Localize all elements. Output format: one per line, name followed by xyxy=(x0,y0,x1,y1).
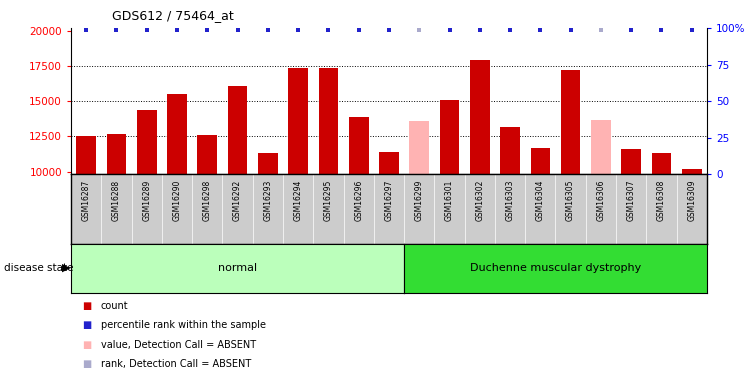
Text: ■: ■ xyxy=(82,340,91,350)
Bar xyxy=(319,68,338,174)
Bar xyxy=(349,117,369,174)
Text: Duchenne muscular dystrophy: Duchenne muscular dystrophy xyxy=(470,263,641,273)
Bar xyxy=(652,153,671,174)
Text: GSM16287: GSM16287 xyxy=(82,180,91,221)
Text: GSM16293: GSM16293 xyxy=(263,180,272,221)
Text: GSM16309: GSM16309 xyxy=(687,180,696,221)
Text: GSM16302: GSM16302 xyxy=(475,180,484,221)
Bar xyxy=(379,152,399,174)
Text: GSM16299: GSM16299 xyxy=(414,180,423,221)
Text: GSM16306: GSM16306 xyxy=(596,180,605,221)
Bar xyxy=(137,110,156,174)
Text: ■: ■ xyxy=(82,359,91,369)
Text: GDS612 / 75464_at: GDS612 / 75464_at xyxy=(112,9,234,22)
Bar xyxy=(258,153,278,174)
Bar xyxy=(561,70,580,174)
Text: ▶: ▶ xyxy=(62,263,70,273)
Text: GSM16289: GSM16289 xyxy=(142,180,151,221)
Bar xyxy=(440,100,459,174)
Text: value, Detection Call = ABSENT: value, Detection Call = ABSENT xyxy=(101,340,256,350)
Text: count: count xyxy=(101,301,129,310)
Bar xyxy=(197,135,217,174)
Text: GSM16288: GSM16288 xyxy=(112,180,121,221)
Text: disease state: disease state xyxy=(4,263,73,273)
Text: normal: normal xyxy=(218,263,257,273)
Text: GSM16307: GSM16307 xyxy=(627,180,636,221)
Text: GSM16294: GSM16294 xyxy=(294,180,303,221)
Bar xyxy=(500,127,520,174)
Bar xyxy=(76,136,96,174)
Bar xyxy=(591,120,610,174)
Text: GSM16304: GSM16304 xyxy=(536,180,545,221)
Bar xyxy=(470,60,490,174)
Text: GSM16296: GSM16296 xyxy=(355,180,364,221)
Text: ■: ■ xyxy=(82,320,91,330)
Bar xyxy=(530,148,551,174)
Bar xyxy=(168,94,187,174)
Text: ■: ■ xyxy=(82,301,91,310)
Bar xyxy=(288,68,308,174)
Text: GSM16292: GSM16292 xyxy=(233,180,242,221)
Text: GSM16298: GSM16298 xyxy=(203,180,212,221)
Text: GSM16295: GSM16295 xyxy=(324,180,333,221)
Text: GSM16308: GSM16308 xyxy=(657,180,666,221)
Text: GSM16301: GSM16301 xyxy=(445,180,454,221)
Bar xyxy=(622,149,641,174)
Bar xyxy=(227,86,248,174)
Text: GSM16305: GSM16305 xyxy=(566,180,575,221)
Bar xyxy=(682,169,702,174)
Bar xyxy=(409,121,429,174)
Text: percentile rank within the sample: percentile rank within the sample xyxy=(101,320,266,330)
Text: GSM16297: GSM16297 xyxy=(384,180,393,221)
Text: GSM16303: GSM16303 xyxy=(506,180,515,221)
Text: rank, Detection Call = ABSENT: rank, Detection Call = ABSENT xyxy=(101,359,251,369)
Bar xyxy=(107,134,126,174)
Text: GSM16290: GSM16290 xyxy=(173,180,182,221)
